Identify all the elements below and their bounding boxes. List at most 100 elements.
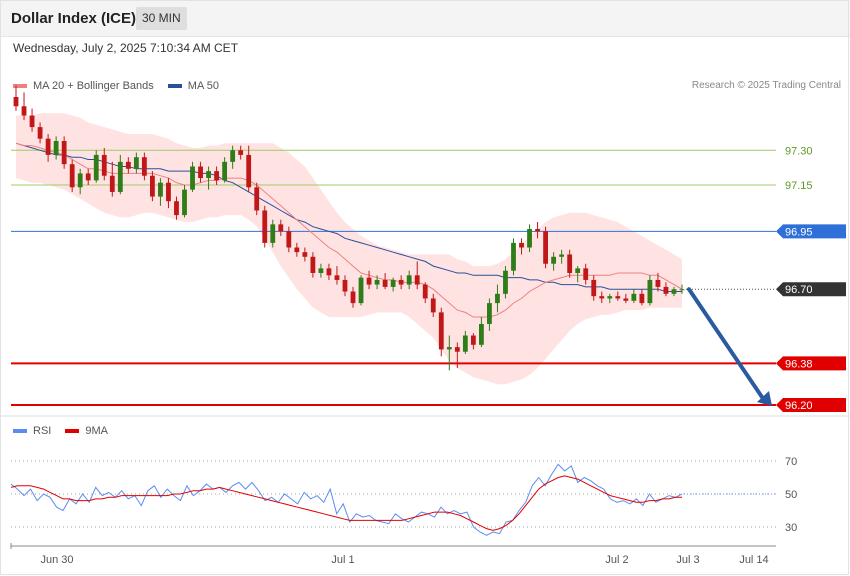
candle-body — [567, 254, 573, 273]
level-label-0: 97.30 — [785, 145, 813, 157]
x-tick-label: Jun 30 — [40, 554, 73, 566]
candle-body — [623, 298, 629, 301]
candle-body — [551, 256, 557, 264]
ma20-swatch — [13, 84, 27, 88]
candle-body — [615, 296, 621, 299]
candle-body — [101, 154, 107, 176]
candle-body — [166, 182, 171, 202]
rsi-tick-30: 30 — [785, 522, 797, 534]
candle-body — [326, 268, 332, 276]
candle-body — [671, 289, 677, 294]
level-label-5: 96.20 — [785, 400, 813, 412]
candle-body — [575, 268, 581, 273]
candle-body — [583, 268, 589, 280]
candle-body — [214, 171, 220, 181]
level-label-3: 96.70 — [785, 284, 813, 296]
candle-body — [21, 106, 27, 116]
candle-body — [374, 279, 380, 285]
candle-body — [198, 166, 203, 179]
candle-body — [270, 224, 276, 243]
x-tick-label: Jul 14 — [739, 554, 768, 566]
timeframe-button[interactable]: 30 MIN — [136, 7, 187, 30]
candle-body — [37, 127, 43, 139]
candle-body — [93, 154, 99, 181]
level-tag-4 — [776, 356, 846, 371]
level-label-2: 96.95 — [785, 226, 813, 238]
level-tag-2 — [776, 224, 846, 239]
candle-body — [591, 279, 597, 297]
candle-body — [125, 161, 131, 169]
legend-9ma: 9MA — [85, 425, 108, 437]
candle-body — [29, 115, 35, 128]
candle-body — [246, 154, 252, 188]
candle-body — [334, 275, 340, 280]
candle-body — [222, 161, 228, 181]
candle-body — [543, 231, 548, 264]
ma50-swatch — [167, 84, 182, 88]
candle-body — [519, 242, 524, 248]
candle-body — [254, 187, 260, 211]
candle-body — [358, 277, 364, 304]
candle-body — [141, 157, 147, 176]
forecast-arrowhead — [757, 391, 772, 406]
candle-body — [398, 279, 404, 285]
candle-body — [679, 289, 685, 291]
candle-body — [599, 296, 605, 299]
candle-body — [342, 279, 348, 292]
legend-rsi: RSI — [33, 425, 52, 437]
candle-body — [85, 173, 91, 181]
forecast-arrow — [687, 287, 766, 402]
candle-body — [487, 303, 492, 324]
candle-body — [45, 138, 51, 155]
candle-body — [262, 210, 268, 243]
candle-body — [182, 189, 187, 216]
candle-body — [318, 268, 324, 273]
candle-body — [390, 279, 396, 287]
candle-body — [158, 182, 163, 197]
x-tick-label: Jul 3 — [676, 554, 699, 566]
candle-body — [478, 323, 484, 345]
9ma-swatch — [65, 429, 80, 433]
candle-body — [382, 279, 388, 287]
level-tag-3 — [776, 282, 846, 297]
candle-body — [69, 164, 75, 188]
ma20-line — [15, 142, 683, 318]
candle-body — [438, 312, 444, 350]
candle-body — [495, 293, 500, 304]
level-tag-5 — [776, 398, 846, 412]
candle-body — [294, 247, 300, 253]
candle-body — [663, 286, 669, 294]
candle-body — [13, 97, 19, 107]
candle-body — [559, 254, 565, 257]
candle-body — [430, 298, 436, 313]
candle-body — [631, 293, 637, 301]
rsi-swatch — [13, 429, 27, 433]
rsi-series-9ma — [10, 475, 682, 531]
legend-ma20: MA 20 + Bollinger Bands — [33, 80, 154, 92]
candle-body — [53, 141, 59, 155]
legend-ma50: MA 50 — [187, 80, 219, 92]
candle-body — [511, 242, 516, 271]
candle-body — [639, 293, 645, 304]
rsi-tick-70: 70 — [785, 456, 797, 468]
candle-body — [422, 284, 428, 299]
candle-body — [527, 229, 532, 248]
candle-body — [446, 347, 452, 350]
candle-body — [366, 277, 372, 285]
candle-body — [61, 141, 67, 165]
candle-body — [302, 252, 308, 257]
candle-body — [133, 157, 139, 169]
candle-body — [77, 173, 83, 188]
candle-body — [414, 275, 420, 285]
candle-body — [174, 201, 179, 216]
candle-body — [238, 150, 244, 155]
x-tick-label: Jul 1 — [331, 554, 354, 566]
candle-body — [607, 296, 613, 299]
level-label-1: 97.15 — [785, 180, 813, 192]
timestamp: Wednesday, July 2, 2025 7:10:34 AM CET — [13, 41, 239, 55]
x-tick-label: Jul 2 — [605, 554, 628, 566]
candle-body — [206, 171, 211, 179]
level-label-4: 96.38 — [785, 358, 813, 370]
candle-body — [535, 229, 540, 232]
